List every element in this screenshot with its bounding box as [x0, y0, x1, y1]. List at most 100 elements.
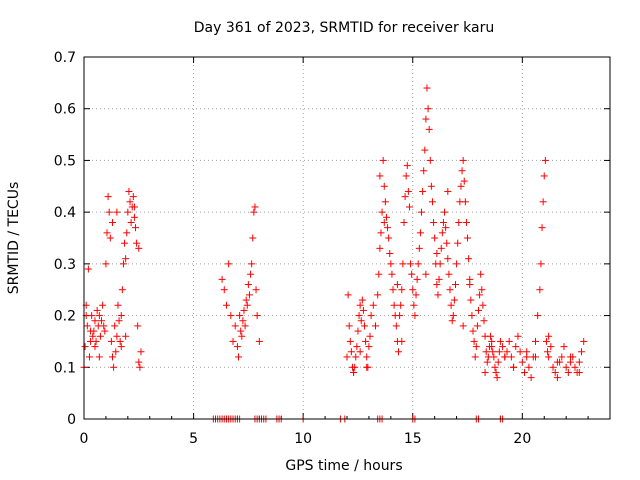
- data-point: [353, 343, 361, 351]
- data-point: [116, 337, 124, 345]
- data-point: [575, 358, 583, 366]
- data-point: [459, 156, 467, 164]
- y-tick-label: 0.5: [54, 153, 76, 169]
- data-point: [409, 286, 417, 294]
- data-point: [421, 146, 429, 154]
- data-point: [439, 218, 447, 226]
- data-point: [412, 291, 420, 299]
- data-point: [436, 260, 444, 268]
- chart-title: Day 361 of 2023, SRMTID for receiver kar…: [194, 20, 494, 36]
- data-point: [457, 182, 465, 190]
- axis-ticks: 0 0.1 0.2 0.3 0.4 0.5 0.6 0.7 0 5 10 15 20: [54, 50, 611, 447]
- data-point: [222, 301, 230, 309]
- data-point: [464, 234, 472, 242]
- y-tick-label: 0.6: [54, 102, 76, 118]
- data-point: [356, 348, 364, 356]
- data-point: [108, 218, 116, 226]
- data-point: [127, 218, 135, 226]
- data-point: [410, 301, 418, 309]
- data-point: [244, 281, 252, 289]
- data-point: [387, 260, 395, 268]
- data-point: [416, 229, 424, 237]
- data-point: [525, 363, 533, 371]
- data-point: [395, 348, 403, 356]
- data-point: [523, 348, 531, 356]
- data-point: [490, 353, 498, 361]
- data-point: [355, 312, 363, 320]
- data-point: [121, 239, 129, 247]
- data-point: [125, 187, 133, 195]
- data-point: [425, 125, 433, 133]
- data-point: [443, 239, 451, 247]
- data-point: [505, 337, 513, 345]
- data-point: [89, 332, 97, 340]
- data-point: [369, 301, 377, 309]
- data-point: [553, 358, 561, 366]
- data-point: [91, 317, 99, 325]
- data-point: [493, 374, 501, 382]
- data-point: [492, 368, 500, 376]
- data-point: [516, 348, 524, 356]
- data-point: [122, 332, 130, 340]
- data-point: [367, 312, 375, 320]
- data-point: [442, 224, 450, 232]
- y-tick-label: 0: [67, 412, 76, 428]
- data-point: [483, 358, 491, 366]
- data-point: [499, 343, 507, 351]
- data-point: [350, 368, 358, 376]
- data-point: [113, 208, 121, 216]
- data-point: [448, 317, 456, 325]
- y-tick-label: 0.3: [54, 257, 76, 273]
- data-point: [253, 312, 261, 320]
- data-point: [454, 239, 462, 247]
- data-point: [251, 203, 259, 211]
- data-point: [249, 234, 257, 242]
- data-point: [358, 296, 366, 304]
- data-point: [241, 322, 249, 330]
- data-point: [95, 312, 103, 320]
- data-point: [407, 260, 415, 268]
- data-point: [494, 358, 502, 366]
- data-point: [376, 172, 384, 180]
- data-point: [375, 270, 383, 278]
- data-point: [527, 374, 535, 382]
- data-point: [433, 250, 441, 258]
- data-point: [534, 312, 542, 320]
- data-point: [539, 198, 547, 206]
- data-point: [359, 306, 367, 314]
- data-point: [250, 208, 258, 216]
- data-point: [130, 203, 138, 211]
- data-point: [542, 337, 550, 345]
- data-point: [460, 177, 468, 185]
- data-point: [346, 337, 354, 345]
- data-point: [447, 301, 455, 309]
- data-point: [458, 167, 466, 175]
- data-point: [123, 229, 131, 237]
- data-point: [514, 332, 522, 340]
- data-point: [236, 312, 244, 320]
- data-point: [444, 255, 452, 263]
- data-point: [137, 348, 145, 356]
- data-point: [393, 281, 401, 289]
- data-point: [108, 353, 116, 361]
- data-point: [225, 260, 233, 268]
- data-point: [126, 198, 134, 206]
- data-point: [571, 363, 579, 371]
- data-point: [119, 260, 127, 268]
- data-point: [445, 270, 453, 278]
- data-point: [392, 322, 400, 330]
- data-point: [478, 286, 486, 294]
- data-point: [81, 343, 89, 351]
- data-point: [501, 353, 509, 361]
- data-point: [471, 353, 479, 361]
- data-point: [518, 358, 526, 366]
- data-point: [414, 260, 422, 268]
- data-point: [437, 244, 445, 252]
- data-point: [112, 348, 120, 356]
- y-axis-label: SRMTID / TECUs: [6, 182, 22, 295]
- data-point: [235, 353, 243, 361]
- data-point: [411, 312, 419, 320]
- data-point: [560, 343, 568, 351]
- data-point: [102, 260, 110, 268]
